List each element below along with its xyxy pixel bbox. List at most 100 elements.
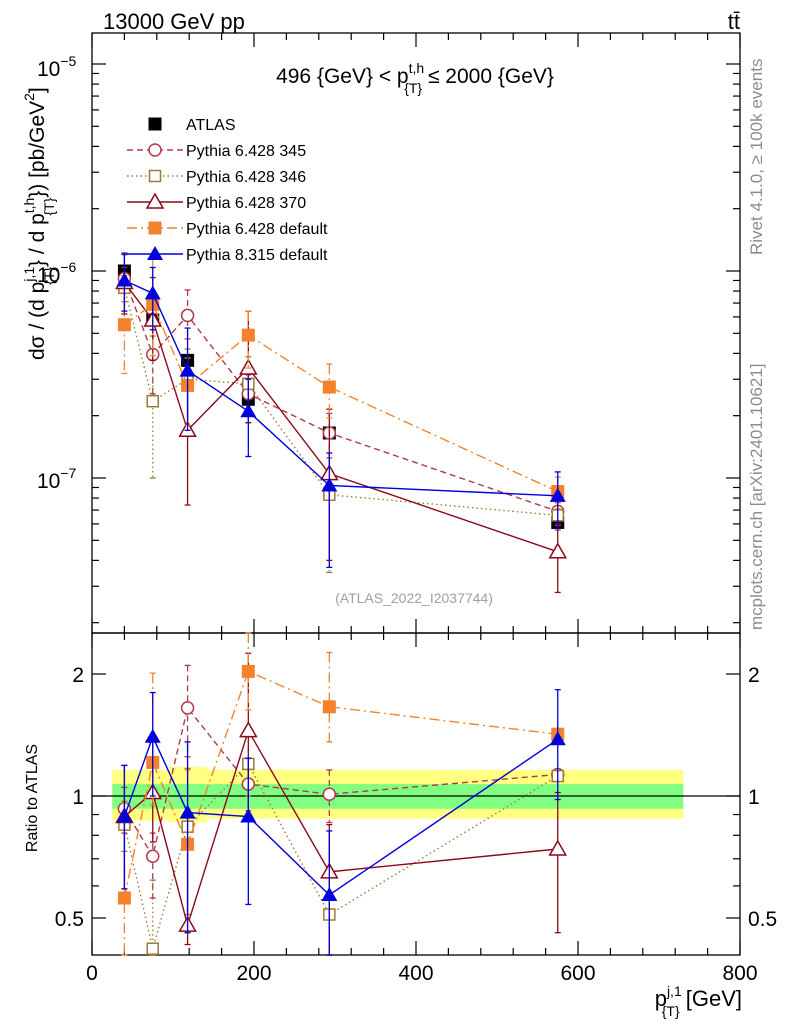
ratio-y-tick-label-right: 1 bbox=[748, 786, 760, 809]
plot-title-rhs: ≤ 2000 {GeV} bbox=[422, 65, 554, 88]
ratio-line-py8def bbox=[123, 734, 559, 896]
legend-marker-atlas bbox=[148, 117, 162, 131]
ratio-uncertainty-band bbox=[112, 766, 684, 823]
ratio-point-py6def bbox=[117, 891, 131, 905]
legend: ATLAS Pythia 6.428 345 Pythia 6.428 346 Pyt… bbox=[127, 117, 328, 264]
y-axis-label-sup1: j,1 bbox=[21, 267, 37, 283]
mcplots-url-label: mcplots.cern.ch [arXiv:2401.10621] bbox=[747, 364, 766, 630]
plot-title-lhs: 496 {GeV} < p bbox=[276, 65, 409, 88]
header-left: 13000 GeV pp bbox=[103, 9, 245, 34]
x-tick-label: 0 bbox=[86, 962, 98, 985]
ratio-panel: 0.5 0.5 1 1 2 2 0 200 400 600 800 Ratio to ATLAS p… bbox=[24, 632, 777, 1019]
x-tick-label: 200 bbox=[236, 962, 271, 985]
y-tick-exp: −6 bbox=[60, 259, 76, 275]
ratio-y-tick-label-right: 0.5 bbox=[748, 908, 777, 931]
x-tick-label: 600 bbox=[560, 962, 595, 985]
legend-label-py6def: Pythia 6.428 default bbox=[186, 221, 328, 238]
legend-label-py8def: Pythia 8.315 default bbox=[186, 247, 328, 264]
y-tick-base: 10 bbox=[37, 470, 60, 493]
plot-title-sub: {T} bbox=[404, 80, 422, 96]
y-axis-label-sup2: t,h bbox=[21, 198, 37, 214]
main-point-py8def bbox=[179, 362, 196, 377]
ratio-point-py345 bbox=[180, 701, 195, 715]
main-panel: 496 {GeV} < pt,h {T} ≤ 2000 {GeV} dσ / (d… bbox=[21, 32, 741, 634]
y-axis-label-d: ] bbox=[26, 87, 49, 93]
legend-label-atlas: ATLAS bbox=[186, 117, 236, 134]
ratio-series-py8def bbox=[116, 688, 566, 956]
main-point-py8def bbox=[549, 487, 566, 502]
legend-marker-py370 bbox=[145, 192, 165, 209]
ratio-series-layer bbox=[115, 632, 568, 956]
y-axis-label-b: } / d p bbox=[26, 213, 49, 267]
ratio-axes: 0.5 0.5 1 1 2 2 0 200 400 600 800 bbox=[55, 632, 777, 985]
main-point-py6def bbox=[241, 328, 255, 342]
y-tick-label-1e-7: 10−7 bbox=[37, 465, 77, 493]
ratio-y-tick-label: 2 bbox=[72, 664, 84, 687]
main-series-py8def bbox=[116, 252, 566, 569]
main-point-py8def bbox=[116, 272, 133, 287]
ratio-point-py8def bbox=[240, 808, 257, 823]
ratio-line-py345 bbox=[123, 706, 558, 859]
ratio-point-py345 bbox=[146, 849, 160, 864]
x-axis-label-b: [GeV] bbox=[680, 986, 742, 1011]
x-axis-label-a: p bbox=[655, 986, 667, 1011]
main-point-py370 bbox=[548, 542, 568, 559]
ratio-point-py8def bbox=[144, 728, 161, 743]
x-axis-label-sub: {T} bbox=[662, 1003, 680, 1019]
y-axis-label-c: }) [pb/GeV bbox=[26, 101, 49, 198]
ratio-point-py6def bbox=[322, 700, 336, 714]
main-point-py6def bbox=[322, 380, 336, 394]
ratio-y-axis-label: Ratio to ATLAS bbox=[24, 744, 41, 852]
ratio-line-py6def bbox=[123, 670, 558, 899]
legend-item-py6def: Pythia 6.428 default bbox=[127, 221, 328, 238]
main-point-py8def bbox=[144, 285, 161, 300]
y-axis-label-sub2: {T} bbox=[41, 197, 57, 215]
y-axis-label-sup3: 2 bbox=[21, 93, 37, 101]
main-point-py8def bbox=[240, 403, 257, 418]
legend-label-py345: Pythia 6.428 345 bbox=[186, 143, 306, 160]
legend-marker-py346 bbox=[148, 169, 162, 183]
ratio-point-py6def bbox=[241, 664, 255, 678]
y-tick-label-1e-6: 10−6 bbox=[37, 259, 77, 287]
ratio-y-tick-label-right: 2 bbox=[748, 664, 760, 687]
y-axis-label: dσ / (d pj,1 {T}} / d pt,h {T}}) [pb/GeV2] bbox=[21, 87, 57, 360]
header-right: tt̄ bbox=[728, 9, 740, 34]
y-tick-exp: −5 bbox=[60, 53, 76, 69]
y-axis-label-sub1: {T} bbox=[41, 267, 57, 285]
legend-marker-py345 bbox=[148, 143, 162, 157]
y-tick-label-1e-5: 10−5 bbox=[37, 53, 77, 81]
x-axis-label-sup: j,1 bbox=[666, 983, 682, 999]
legend-marker-py6def bbox=[148, 221, 162, 235]
legend-marker-py8def bbox=[147, 246, 163, 260]
y-tick-base: 10 bbox=[37, 58, 60, 81]
main-point-py8def bbox=[321, 477, 338, 492]
legend-item-atlas: ATLAS bbox=[148, 117, 236, 134]
legend-item-py8def: Pythia 8.315 default bbox=[127, 246, 328, 264]
rivet-version-label: Rivet 4.1.0, ≥ 100k events bbox=[747, 59, 766, 255]
ratio-point-py8def bbox=[321, 886, 338, 901]
ratio-point-py8def bbox=[549, 731, 566, 746]
ratio-point-py370 bbox=[239, 721, 258, 738]
legend-item-py345: Pythia 6.428 345 bbox=[127, 143, 306, 160]
analysis-watermark: (ATLAS_2022_I2037744) bbox=[335, 590, 493, 606]
x-tick-label: 400 bbox=[398, 962, 433, 985]
plot-title-sup: t,h bbox=[409, 60, 425, 76]
ratio-y-tick-label: 1 bbox=[72, 786, 84, 809]
ratio-point-py370 bbox=[548, 839, 568, 856]
y-tick-base: 10 bbox=[37, 264, 60, 287]
ratio-point-py345 bbox=[322, 787, 337, 801]
ratio-point-py346 bbox=[146, 942, 159, 955]
main-point-py6def bbox=[117, 318, 131, 332]
ratio-point-py8def bbox=[116, 808, 133, 823]
plot-title: 496 {GeV} < pt,h {T} ≤ 2000 {GeV} bbox=[276, 60, 554, 96]
main-point-py346 bbox=[146, 394, 159, 408]
ratio-line-py346 bbox=[123, 762, 559, 949]
ratio-point-py8def bbox=[179, 804, 196, 819]
x-axis-label: pj,1 {T} [GeV] bbox=[655, 983, 742, 1019]
main-line-py345 bbox=[123, 278, 558, 513]
legend-label-py346: Pythia 6.428 346 bbox=[186, 169, 306, 186]
main-line-py8def bbox=[124, 279, 558, 497]
legend-item-py370: Pythia 6.428 370 bbox=[127, 192, 306, 212]
